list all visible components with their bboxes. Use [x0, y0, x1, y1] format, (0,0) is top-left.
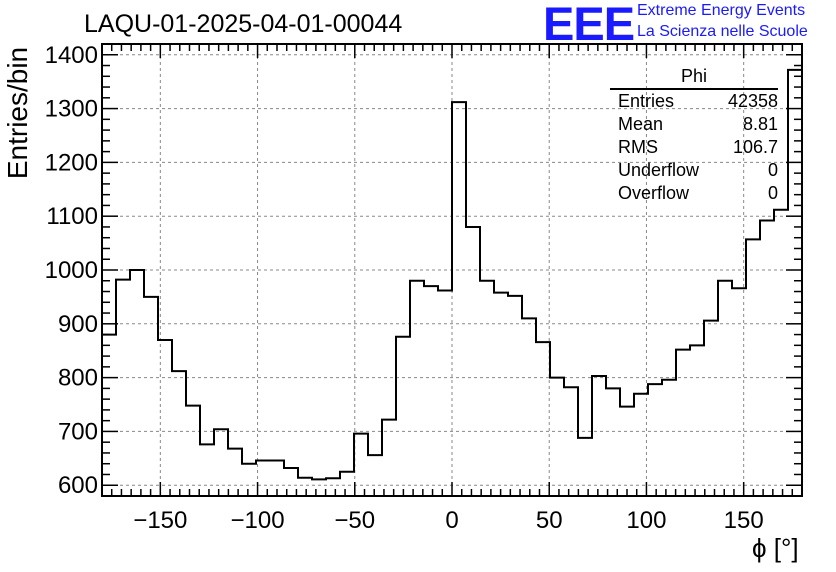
x-tick-label: −50 — [334, 507, 375, 534]
stats-row-mean: Mean 8.81 — [610, 113, 778, 136]
x-tick-label: 0 — [445, 507, 458, 534]
x-tick-label: −150 — [133, 507, 187, 534]
stats-label: Entries — [618, 91, 675, 111]
y-tick-label: 600 — [58, 472, 98, 499]
stats-value: 42358 — [727, 91, 778, 111]
run-title: LAQU-01-2025-04-01-00044 — [84, 10, 403, 38]
axis-tick-labels: −150 −100 −50 0 50 100 150 600 700 800 900 1000 1100… — [45, 42, 764, 534]
stats-label: RMS — [618, 137, 658, 157]
stats-value: 8.81 — [742, 114, 778, 134]
logo-subtitle-1: Extreme Energy Events — [637, 2, 806, 19]
y-tick-label: 700 — [58, 418, 98, 445]
stats-row-overflow: Overflow 0 — [610, 182, 778, 205]
y-tick-label: 1300 — [45, 96, 98, 123]
histogram-series — [102, 68, 802, 481]
stats-row-underflow: Underflow 0 — [610, 159, 778, 182]
stats-label: Underflow — [618, 160, 700, 180]
x-tick-label: 100 — [626, 507, 666, 534]
axis-ticks — [102, 43, 802, 497]
x-tick-label: 150 — [724, 507, 764, 534]
stats-row-entries: Entries 42358 — [610, 90, 778, 113]
stats-label: Mean — [618, 114, 664, 134]
stats-box: Phi Entries 42358 Mean 8.81 RMS 106.7 Un… — [610, 66, 778, 205]
stats-value: 0 — [767, 183, 778, 203]
stats-value: 106.7 — [732, 137, 778, 157]
y-tick-label: 1100 — [46, 203, 98, 230]
logo-subtitle-2: La Scienza nelle Scuole — [637, 23, 808, 40]
y-tick-label: 1200 — [45, 149, 98, 176]
y-tick-label: 1000 — [45, 257, 98, 284]
y-tick-label: 800 — [58, 365, 98, 392]
x-axis-label: ϕ [°] — [752, 533, 799, 563]
y-tick-label: 900 — [58, 311, 98, 338]
x-tick-label: −100 — [231, 507, 285, 534]
stats-row-rms: RMS 106.7 — [610, 136, 778, 159]
y-axis-label: Entries/bin — [2, 46, 33, 180]
stats-label: Overflow — [618, 183, 690, 203]
stats-title: Phi — [610, 66, 778, 90]
x-tick-label: 50 — [536, 507, 563, 534]
y-tick-label: 1400 — [45, 42, 98, 69]
eee-logo: EEE — [543, 0, 635, 50]
stats-value: 0 — [767, 160, 778, 180]
